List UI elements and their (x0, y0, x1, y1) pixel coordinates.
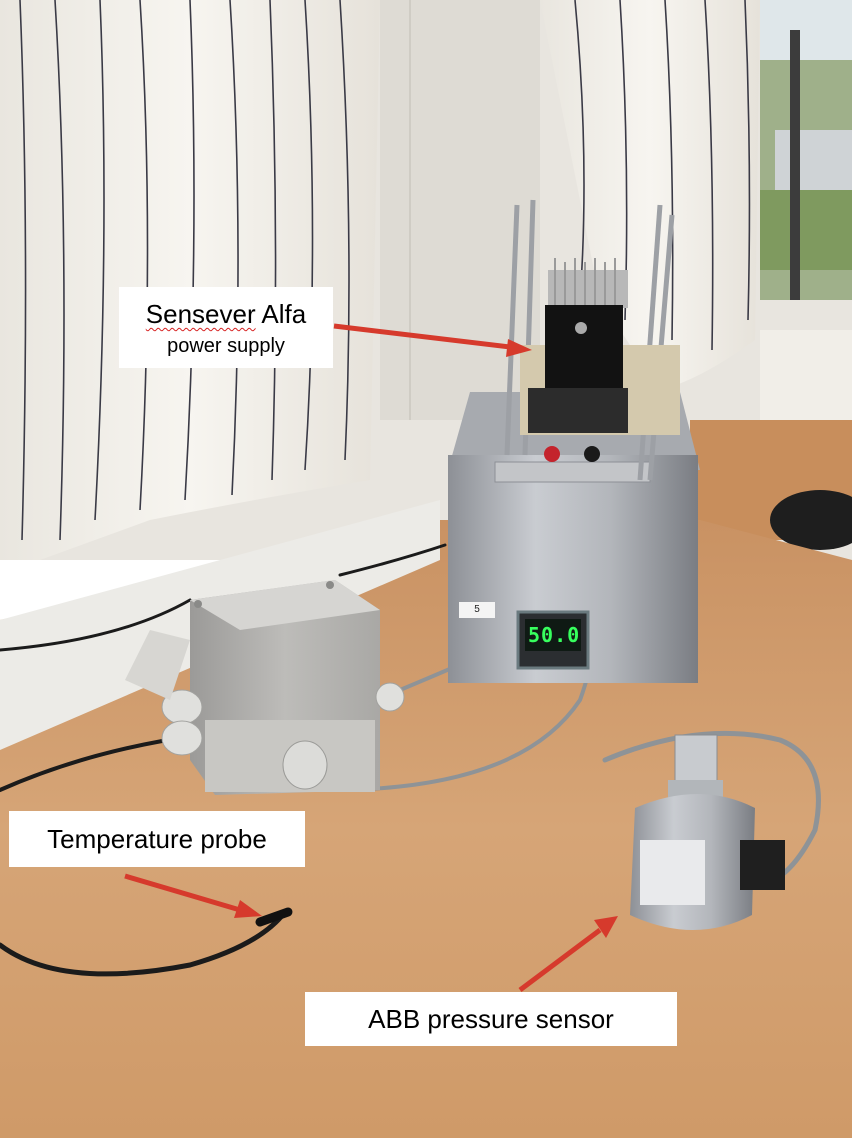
arrow-power-supply (333, 323, 532, 357)
black-terminal (584, 446, 600, 462)
abb-pressure-sensor (630, 734, 785, 930)
curtain-left (0, 0, 380, 560)
curtain-stripes (19, 0, 751, 541)
power-supply-unit (528, 258, 628, 433)
sensever-alfa-label: Sensever Alfa power supply (119, 287, 333, 368)
arrow-pressure-sensor (518, 916, 618, 992)
sensever-word: Sensever (145, 299, 256, 329)
desk-disc (770, 490, 852, 550)
temperature-probe-tip (255, 907, 293, 927)
temperature-probe-label: Temperature probe (9, 811, 305, 867)
window (760, 0, 852, 300)
power-supply-text: power supply (167, 335, 285, 357)
tag-number: 5 (459, 602, 495, 618)
pressure-sensor-label: ABB pressure sensor (305, 992, 677, 1046)
arrow-temperature-probe (124, 873, 262, 918)
curtain-right (540, 0, 760, 390)
red-terminal (544, 446, 560, 462)
display-reading: 50.0 (528, 623, 581, 647)
white-blocks (760, 330, 852, 420)
grey-clip (125, 630, 190, 700)
junction-box (161, 580, 405, 795)
alfa-word: Alfa (261, 299, 307, 329)
